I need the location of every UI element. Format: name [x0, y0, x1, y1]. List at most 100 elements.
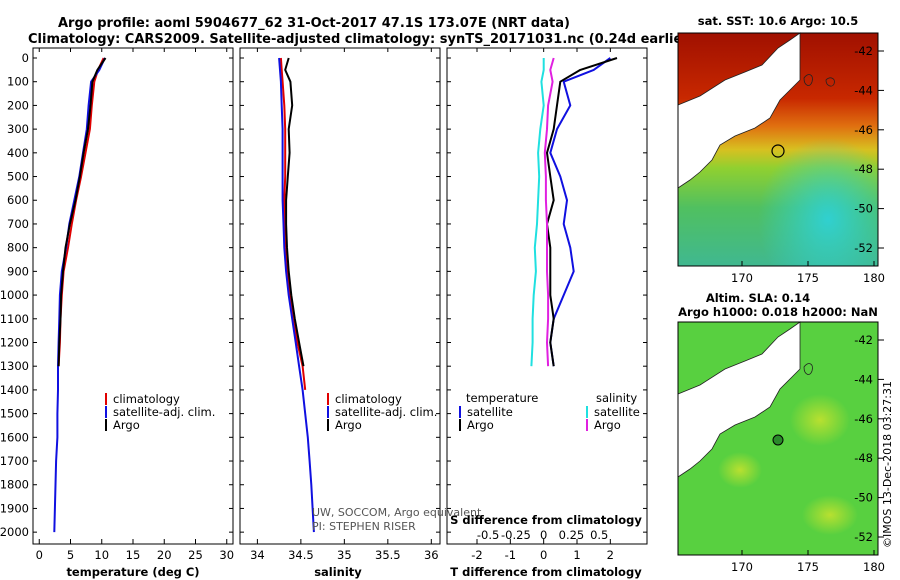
lat-tick-label: -42 [854, 44, 873, 58]
x-tick-label: 1 [573, 548, 580, 562]
salinity-xlabel: salinity [314, 565, 362, 579]
sla-map-title-1: Altim. SLA: 0.14 [706, 291, 810, 305]
depth-tick-label: 900 [7, 264, 29, 278]
series-satellite-adj-clim- [278, 57, 315, 533]
legend-argo: Argo [113, 418, 140, 432]
lat-tick-label: -44 [854, 372, 873, 386]
lat-tick-label: -50 [854, 202, 873, 216]
lat-tick-label: -50 [854, 491, 873, 505]
sla-map-title-2: Argo h1000: 0.018 h2000: NaN [678, 305, 878, 319]
lon-tick-label: 175 [797, 560, 819, 574]
depth-tick-label: 700 [7, 217, 29, 231]
lat-tick-label: -52 [854, 241, 873, 255]
salinity-panel [239, 47, 441, 545]
sla-high-patch [802, 495, 858, 535]
depth-tick-label: 1000 [0, 288, 29, 302]
x-tick-label: 10 [94, 548, 109, 562]
lon-tick-label: 180 [863, 271, 885, 285]
x-tick-label: 34.5 [288, 548, 314, 562]
x-tick-label: -1 [505, 548, 516, 562]
s-tick-label: -0.5 [477, 528, 499, 542]
x-tick-label: 34 [250, 548, 265, 562]
x-tick-label: 2 [607, 548, 614, 562]
s-tick-label: -0.25 [501, 528, 531, 542]
lat-tick-label: -46 [854, 412, 873, 426]
argo-float-marker [771, 144, 785, 158]
x-tick-label: 35.5 [375, 548, 401, 562]
salinity-legend: climatology satellite-adj. clim. Argo [327, 392, 437, 432]
temperature-xlabel: temperature (deg C) [66, 565, 199, 579]
x-tick-label: 25 [188, 548, 203, 562]
sla-high-patch [718, 452, 762, 488]
series-s-argo [543, 57, 555, 367]
legend-argo: Argo [335, 418, 362, 432]
depth-tick-label: 1700 [0, 454, 29, 468]
temperature-legend: climatology satellite-adj. clim. Argo [105, 392, 215, 432]
x-tick-label: 36 [424, 548, 439, 562]
depth-tick-label: 500 [7, 170, 29, 184]
sst-map-ticks: -42 -44 -46 -48 -50 -52 170 175 180 [731, 44, 885, 285]
legend-temperature-header: temperature [466, 391, 538, 405]
x-tick-label: 30 [219, 548, 234, 562]
difference-legend: temperature salinity satellite Argo sate… [459, 391, 640, 432]
depth-tick-label: 1100 [0, 312, 29, 326]
legend-satellite: satellite-adj. clim. [113, 405, 215, 419]
series-t-argo [546, 57, 618, 367]
sla-high-patch [790, 394, 850, 446]
sst-map-frame [677, 32, 879, 267]
depth-tick-label: 800 [7, 241, 29, 255]
depth-tick-label: 200 [7, 98, 29, 112]
depth-tick-label: 1800 [0, 478, 29, 492]
legend-t-argo: Argo [467, 418, 494, 432]
x-tick-label: 20 [157, 548, 172, 562]
x-tick-label: 15 [126, 548, 141, 562]
lat-tick-label: -52 [854, 530, 873, 544]
lat-tick-label: -42 [854, 333, 873, 347]
depth-tick-label: 0 [22, 51, 29, 65]
lat-tick-label: -48 [854, 451, 873, 465]
depth-tick-label: 300 [7, 122, 29, 136]
sla-map-frame [677, 321, 879, 556]
t-difference-xlabel: T difference from climatology [450, 565, 642, 579]
depth-tick-label: 2000 [0, 525, 29, 539]
series-t-satellite [549, 57, 611, 367]
south-island-landmass [677, 32, 801, 189]
depth-tick-label: 1500 [0, 407, 29, 421]
depth-tick-label: 100 [7, 75, 29, 89]
series-argo [57, 57, 107, 367]
legend-satellite: satellite-adj. clim. [335, 405, 437, 419]
x-tick-label: -2 [471, 548, 482, 562]
title-line-2: Climatology: CARS2009. Satellite-adjuste… [28, 32, 695, 47]
sla-map [677, 321, 879, 556]
x-tick-label: 0 [36, 548, 43, 562]
series-climatology [279, 57, 307, 391]
x-tick-label: 5 [67, 548, 74, 562]
s-difference-label: S difference from climatology [450, 513, 642, 527]
series-s-satellite [530, 58, 545, 367]
legend-s-argo: Argo [594, 418, 621, 432]
south-island-landmass [677, 321, 801, 478]
depth-tick-label: 1900 [0, 501, 29, 515]
difference-panel [446, 47, 648, 545]
credit-line-2: PI: STEPHEN RISER [312, 520, 416, 533]
s-tick-label: 0.5 [590, 528, 608, 542]
x-tick-label: 35 [337, 548, 352, 562]
depth-tick-label: 400 [7, 146, 29, 160]
depth-tick-label: 600 [7, 193, 29, 207]
s-tick-label: 0.25 [559, 528, 585, 542]
islet-outline [803, 74, 813, 86]
lat-tick-label: -46 [854, 123, 873, 137]
s-tick-label: 0 [540, 528, 547, 542]
series-satellite-adj-clim- [53, 57, 106, 533]
credit-line-1: UW, SOCCOM, Argo equivalent [312, 506, 482, 519]
depth-tick-label: 1600 [0, 430, 29, 444]
islet-outline [803, 363, 813, 375]
lon-tick-label: 175 [797, 271, 819, 285]
lon-tick-label: 170 [731, 271, 753, 285]
legend-t-satellite: satellite [467, 405, 513, 419]
depth-tick-label: 1400 [0, 383, 29, 397]
islet-outline [825, 77, 835, 87]
sst-map-title: sat. SST: 10.6 Argo: 10.5 [698, 14, 858, 28]
imos-credit: ©IMOS 13-Dec-2018 03:27:31 [881, 381, 894, 548]
